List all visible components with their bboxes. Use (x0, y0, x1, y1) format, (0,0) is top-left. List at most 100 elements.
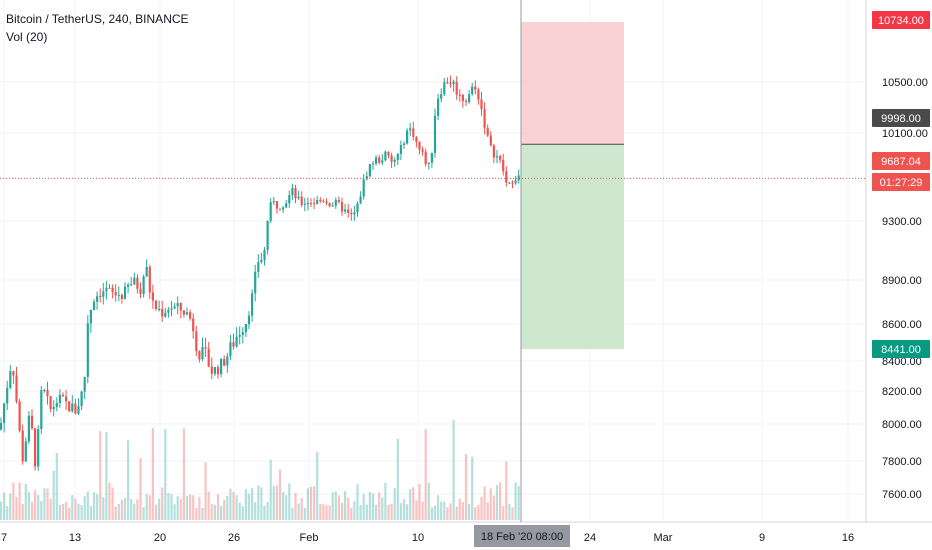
volume-bar (415, 500, 418, 520)
entry-badge-label: 9998.00 (881, 113, 921, 125)
candle-body (108, 287, 111, 289)
volume-bar (158, 498, 161, 520)
candle-body (499, 156, 502, 160)
candle-body (136, 277, 139, 289)
target-badge-label: 10734.00 (878, 15, 924, 27)
candle-body (198, 351, 201, 360)
volume-bar (433, 505, 437, 520)
candle-body (322, 200, 325, 202)
candle-body (306, 203, 309, 205)
volume-bar (213, 504, 216, 520)
candle-body (514, 180, 517, 184)
volume-bar (480, 496, 483, 520)
candle-body (461, 94, 464, 102)
volume-bar (92, 492, 96, 520)
candle-body (433, 115, 437, 153)
volume-bar (340, 502, 344, 520)
candle-body (204, 347, 207, 349)
volume-indicator-label[interactable]: Vol (20) (6, 30, 48, 44)
candle-body (182, 310, 185, 315)
candle-body (424, 151, 427, 164)
grid (0, 0, 932, 523)
volume-bar (170, 494, 173, 520)
volume-bar (151, 427, 154, 520)
candle-body (511, 182, 514, 184)
volume-bar (210, 504, 213, 520)
volume-bar (43, 488, 46, 520)
volume-bar (130, 499, 133, 520)
volume-bar (145, 494, 148, 520)
volume-bar (71, 495, 74, 520)
candle-body (275, 201, 278, 209)
short-position-tool[interactable] (521, 22, 624, 349)
y-tick-label: 9300.00 (882, 216, 922, 228)
candle-body (220, 358, 223, 375)
candle-body (356, 203, 359, 213)
volume-bar (275, 485, 278, 520)
candle-body (443, 82, 446, 95)
candle-body (21, 430, 24, 462)
time-axis[interactable]: 7 13 20 26 Feb 10 24 Mar 9 16 (1, 532, 854, 544)
volume-bar (241, 506, 244, 520)
volume-bar (387, 505, 390, 520)
candle-body (368, 164, 371, 177)
volume-bar (247, 493, 251, 520)
candle-body (195, 331, 198, 352)
volume-bar (30, 502, 34, 520)
volume-bar (474, 507, 477, 520)
candle-body (396, 153, 399, 160)
volume-bar (12, 482, 15, 520)
volume-bar (68, 507, 71, 520)
volume-bar (80, 505, 83, 520)
volume-bar (499, 482, 502, 520)
volume-bar (46, 488, 49, 520)
y-tick-label: 8600.00 (882, 319, 922, 331)
candle-body (344, 209, 347, 212)
candle-body (46, 389, 49, 397)
candle-body (89, 310, 92, 324)
candle-body (427, 162, 430, 164)
volume-bar (61, 503, 65, 520)
candle-body (24, 441, 27, 462)
candle-body (241, 332, 244, 336)
volume-bar (430, 507, 433, 520)
candle-body (331, 205, 334, 207)
candle-body (415, 137, 418, 142)
candle-body (294, 188, 297, 199)
candle-body (117, 295, 120, 297)
candle-body (452, 81, 455, 85)
candle-body (254, 271, 257, 294)
candle-body (148, 266, 151, 293)
y-tick-label: 8900.00 (882, 275, 922, 287)
volume-bar (424, 429, 427, 520)
volume-bar (390, 503, 393, 520)
price-axis[interactable]: 7600.00 7800.00 8000.00 8200.00 8400.00 8600.… (882, 77, 928, 501)
candle-body (483, 109, 486, 128)
volume-bar (189, 494, 192, 520)
candle-body (167, 309, 170, 313)
candle-body (120, 295, 123, 300)
stop-badge-label: 8441.00 (881, 344, 921, 356)
candle-body (437, 98, 440, 116)
candle-body (300, 196, 303, 205)
entry-badge (872, 109, 930, 127)
candle-body (406, 130, 409, 144)
volume-bar (477, 504, 480, 520)
chart-legend: Bitcoin / TetherUS, 240, BINANCE Vol (20… (6, 10, 189, 46)
volume-bar (492, 495, 495, 520)
candlesticks (0, 75, 520, 471)
candle-body (418, 141, 421, 150)
candle-body (266, 220, 269, 251)
volume-bar (402, 499, 406, 520)
candle-body (49, 396, 52, 410)
symbol-title[interactable]: Bitcoin / TetherUS, 240, BINANCE (6, 12, 189, 26)
candle-body (353, 212, 356, 215)
volume-bar (185, 495, 189, 520)
volume-bar (384, 482, 387, 520)
candle-body (489, 135, 492, 146)
candle-body (83, 376, 86, 392)
candle-body (263, 250, 266, 260)
candle-body (176, 303, 179, 307)
volume-bar (495, 484, 499, 520)
